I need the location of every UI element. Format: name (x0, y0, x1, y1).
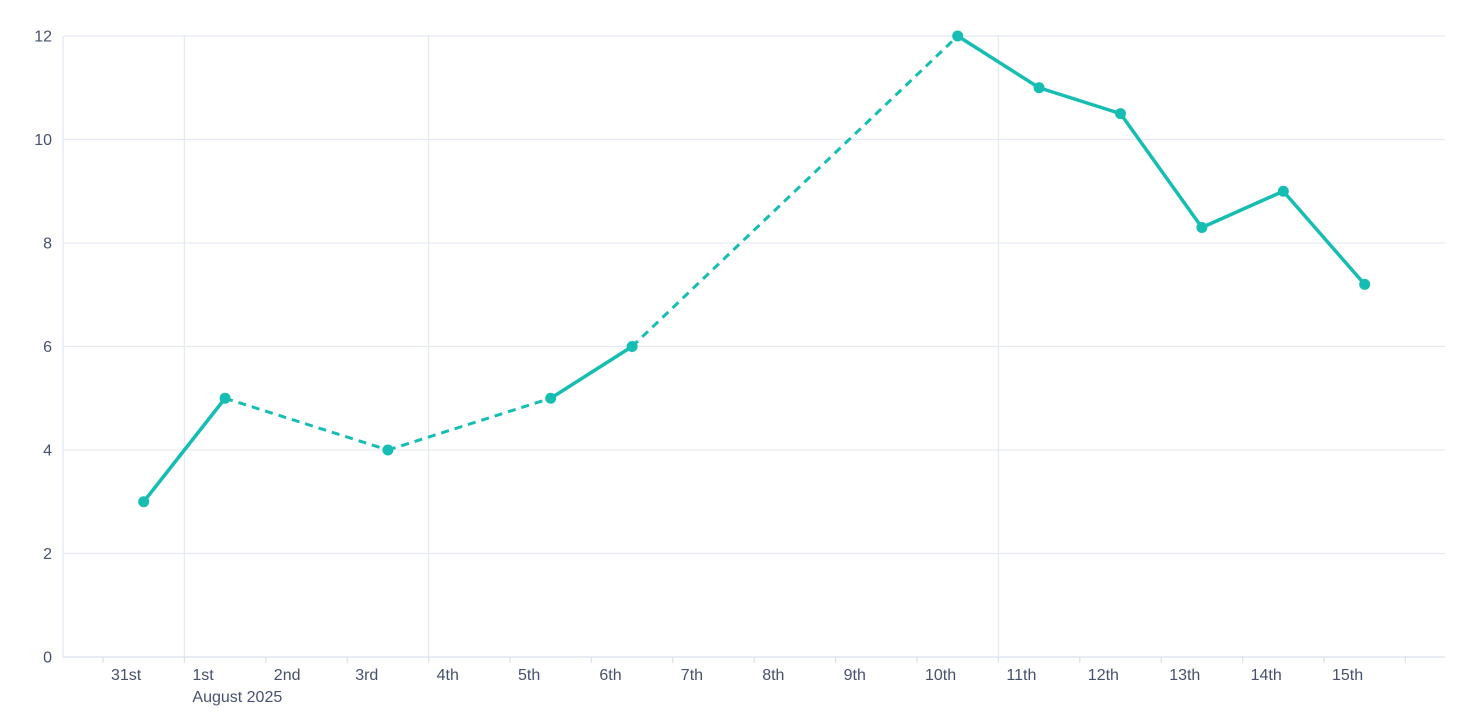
y-tick-label: 10 (34, 132, 52, 149)
x-tick-label: 5th (518, 667, 540, 684)
series-segment-solid (142, 397, 227, 503)
series-segment-solid (956, 34, 1041, 90)
series-segment-solid (1281, 190, 1367, 286)
y-tick-label: 6 (43, 339, 52, 356)
x-tick-label: 14th (1251, 667, 1282, 684)
data-point[interactable] (1277, 185, 1289, 197)
y-tick-label: 0 (43, 650, 52, 667)
x-tick-label: 11th (1006, 667, 1036, 684)
data-point[interactable] (1196, 221, 1208, 233)
gridlines (62, 35, 1445, 657)
data-point[interactable] (952, 30, 964, 42)
x-tick-label: 13th (1169, 667, 1200, 684)
series-segment-solid (1119, 112, 1204, 229)
x-tick-label: 1st (192, 667, 214, 684)
series-segment-dashed (224, 396, 389, 452)
data-point[interactable] (545, 392, 557, 404)
x-tick-label: 2nd (274, 667, 301, 684)
x-tick-label: 15th (1332, 667, 1363, 684)
x-axis (63, 656, 1445, 663)
series-segment-solid (549, 345, 634, 400)
series-segment-dashed (631, 34, 959, 348)
series-segment-solid (1038, 86, 1122, 116)
data-point[interactable] (1033, 82, 1045, 94)
data-point[interactable] (138, 496, 150, 508)
x-tick-label: 9th (844, 667, 866, 684)
y-tick-label: 8 (43, 236, 52, 253)
x-tick-label: 3rd (355, 667, 378, 684)
y-tick-label: 4 (43, 443, 52, 460)
data-point[interactable] (1115, 108, 1126, 120)
data-point[interactable] (626, 341, 638, 352)
data-point[interactable] (1359, 278, 1371, 290)
series-segment-dashed (387, 396, 552, 452)
y-tick-label: 12 (34, 29, 52, 46)
x-tick-label: 10th (925, 667, 956, 684)
y-tick-label: 2 (43, 546, 52, 563)
data-point[interactable] (219, 392, 231, 404)
x-tick-label: 8th (762, 667, 784, 684)
x-tick-label: 4th (437, 667, 459, 684)
x-tick-label: 6th (599, 667, 621, 684)
x-tick-label: 31st (111, 667, 142, 684)
series-segment-solid (1201, 189, 1285, 230)
x-axis-month-label: August 2025 (192, 689, 282, 706)
axis-labels: 31st 1st 2nd 3rd 4th 5th 6th 7th 8th 9th 10th 11th 1… (34, 29, 1363, 707)
x-tick-label: 7th (681, 667, 703, 684)
x-tick-label: 12th (1088, 667, 1119, 684)
data-point[interactable] (382, 444, 394, 456)
series-value-series (138, 30, 1371, 508)
